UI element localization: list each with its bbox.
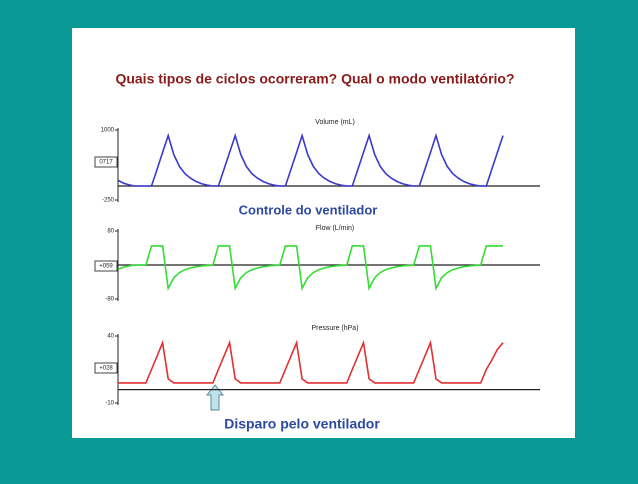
y-tick-label: -80	[105, 297, 114, 303]
readout: 0717	[99, 160, 113, 166]
chart-title: Volume (mL)	[315, 119, 355, 126]
readout-box	[94, 260, 118, 272]
y-tick-label: -10	[105, 401, 114, 407]
slide-title: Quais tipos de ciclos ocorreram? Qual o …	[115, 71, 514, 87]
chart-title: Flow (L/min)	[316, 225, 355, 232]
readout: +028	[99, 366, 113, 372]
annotation: Controle do ventilador	[239, 202, 378, 217]
waveform	[117, 132, 504, 187]
readout-box	[94, 362, 118, 374]
y-tick-label: 80	[107, 229, 114, 235]
y-tick-label: -250	[102, 198, 115, 204]
panel	[72, 28, 575, 438]
annotation: Disparo pelo ventilador	[224, 416, 380, 432]
y-tick-label: 40	[107, 334, 114, 340]
chart-title: Pressure (hPa)	[311, 325, 358, 332]
waveform	[118, 339, 504, 384]
y-tick-label: 1000	[101, 128, 115, 134]
readout: +059	[99, 264, 113, 270]
readout-box	[94, 156, 118, 168]
waveform	[117, 245, 503, 292]
